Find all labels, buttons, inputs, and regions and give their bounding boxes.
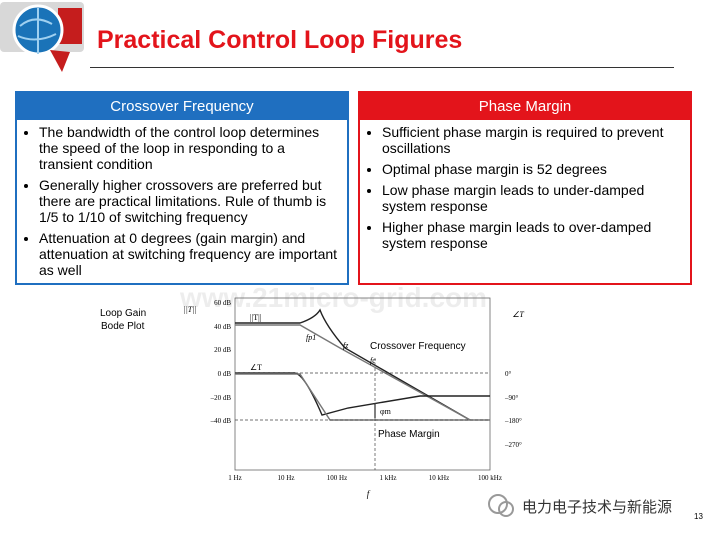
bullet-list: Sufficient phase margin is required to p… (360, 124, 690, 251)
slide-title: Practical Control Loop Figures (97, 26, 463, 54)
box-title: Phase Margin (360, 93, 690, 120)
figure-label: 0 dB (218, 370, 232, 378)
figure-label: ||T|| (250, 313, 261, 322)
figure-label: 1 Hz (228, 474, 241, 482)
bullet: Generally higher crossovers are preferre… (39, 177, 341, 225)
figure-label: –180° (504, 417, 522, 425)
bode-figure: Loop Gain Bode Plot 60 dB 40 dB 20 dB 0 dB –20… (100, 297, 524, 499)
footer-source: 电力电子技术与新能源 (522, 499, 673, 516)
figure-label: 10 Hz (278, 474, 295, 482)
figure-label: 100 Hz (327, 474, 347, 482)
figure-caption: Loop Gain Bode Plot (100, 308, 146, 332)
figure-label: ||T|| (183, 305, 196, 314)
bullet: Low phase margin leads to under-damped s… (382, 182, 684, 214)
figure-label: fc (370, 356, 376, 365)
figure-label: 100 kHz (478, 474, 502, 482)
watermark: www.21micro-grid.com (180, 282, 488, 313)
figure-label: –90° (504, 394, 519, 402)
figure-label: 10 kHz (429, 474, 449, 482)
bullet: The bandwidth of the control loop determ… (39, 124, 341, 172)
figure-label: –40 dB (210, 417, 232, 425)
phase-box: Phase Margin Sufficient phase margin is … (358, 91, 692, 285)
title-rule (90, 67, 674, 68)
wechat-icon (488, 494, 514, 517)
figure-label: f (367, 489, 371, 499)
figure-label: –20 dB (210, 394, 232, 402)
box-title: Crossover Frequency (17, 93, 347, 120)
figure-label: –270° (504, 441, 522, 449)
figure-label: 0° (505, 370, 512, 378)
figure-label: 60 dB (214, 299, 231, 307)
page-number: 13 (694, 512, 703, 521)
bullet: Sufficient phase margin is required to p… (382, 124, 684, 156)
crossover-box: Crossover Frequency The bandwidth of the… (15, 91, 349, 285)
bullet: Optimal phase margin is 52 degrees (382, 161, 684, 177)
figure-label: 1 kHz (380, 474, 397, 482)
figure-label: fp1 (306, 333, 316, 342)
bullet: Attenuation at 0 degrees (gain margin) a… (39, 230, 341, 278)
logo (0, 2, 84, 72)
figure-label: φm (380, 407, 392, 416)
bullet: Higher phase margin leads to over-damped… (382, 219, 684, 251)
figure-label: Crossover Frequency (370, 341, 466, 352)
figure-label: Phase Margin (378, 429, 440, 440)
figure-label: 20 dB (214, 346, 231, 354)
figure-label: fz (343, 341, 349, 350)
figure-label: ∠T (250, 363, 262, 372)
bullet-list: The bandwidth of the control loop determ… (17, 124, 347, 278)
figure-label: 40 dB (214, 323, 231, 331)
figure-label: ∠T (512, 310, 524, 319)
